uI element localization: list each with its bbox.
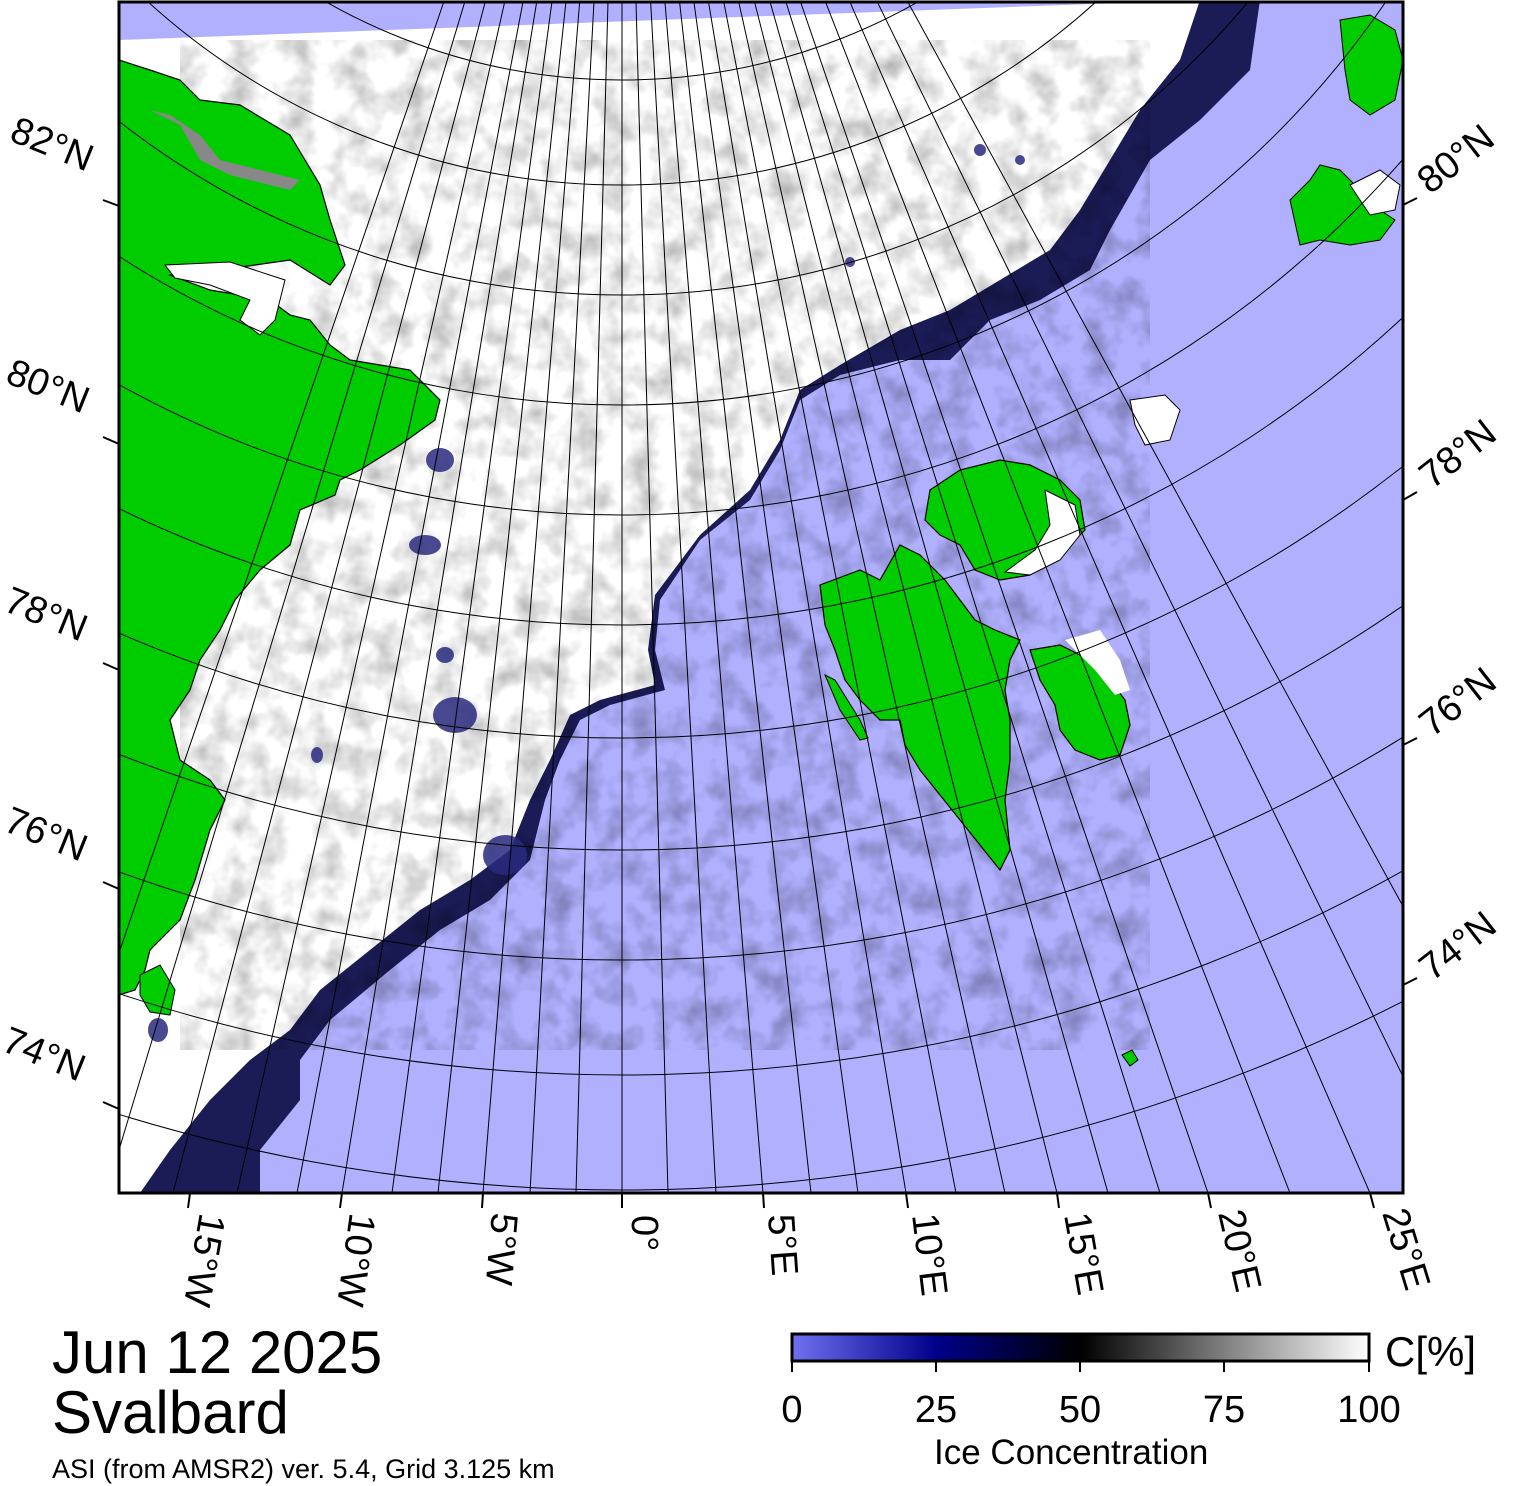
franz-josef-land [1289,164,1396,246]
bjornoya-land [1121,1049,1139,1067]
lon-label: 15°W [175,1210,233,1309]
colorbar-tick-label: 50 [1059,1389,1101,1431]
kvitoya-land [1129,394,1181,446]
colorbar-gradient [790,1332,1371,1363]
colorbar: 0 25 50 75 100 [781,1332,1401,1431]
greenland-island [139,964,176,1016]
lat-label-right: 74°N [1412,904,1505,989]
colorbar-tick-label: 25 [915,1389,957,1431]
ice-floes [148,144,1025,1042]
region-title: Svalbard [52,1379,289,1446]
lon-label: 20°E [1209,1206,1269,1296]
lon-label: 25°E [1373,1203,1437,1294]
lon-label: 0° [623,1215,665,1251]
lat-label-right: 78°N [1412,412,1505,497]
colorbar-title: Ice Concentration [934,1433,1209,1472]
date-title: Jun 12 2025 [52,1319,383,1386]
lat-label-left: 74°N [0,1019,91,1090]
nordaustlandet-icecap [1003,489,1081,576]
edgeoya-ice [1065,630,1130,695]
prins-karls-forland [824,673,869,741]
lat-labels-right: 80°N 78°N 76°N 74°N [1410,117,1505,989]
graticule-meridians [119,2,1403,1193]
source-caption: ASI (from AMSR2) ver. 5.4, Grid 3.125 km [52,1454,555,1484]
greenland-land [119,59,441,996]
colorbar-tick-label: 75 [1203,1389,1245,1431]
greenland-glacier [150,110,300,190]
lat-label-left: 76°N [0,799,93,870]
lon-label: 10°W [328,1211,383,1309]
tick-marks [102,197,1418,1209]
lat-label-left: 80°N [1,351,95,422]
colorbar-tick-label: 100 [1337,1389,1400,1431]
colorbar-unit: C[%] [1385,1328,1477,1375]
lat-label-left: 82°N [5,109,99,180]
lat-label-left: 78°N [0,579,93,650]
lon-label: 15°E [1055,1209,1111,1298]
lon-labels: 15°W 10°W 5°W 0° 5°E 10°E 15°E 20°E 25°E [175,1203,1438,1309]
lat-label-right: 80°N [1410,117,1503,202]
lon-label: 5°E [759,1213,805,1277]
map-border [117,0,1405,1195]
lon-label: 5°W [477,1211,525,1287]
franz-josef-land-north [1339,14,1403,116]
lat-label-right: 76°N [1412,660,1505,745]
colorbar-tick-label: 0 [781,1389,802,1431]
spitsbergen-land [819,544,1021,872]
greenland-fjord [164,261,286,336]
lat-labels-left: 82°N 80°N 78°N 76°N 74°N [0,109,99,1090]
lon-label: 10°E [903,1211,955,1298]
